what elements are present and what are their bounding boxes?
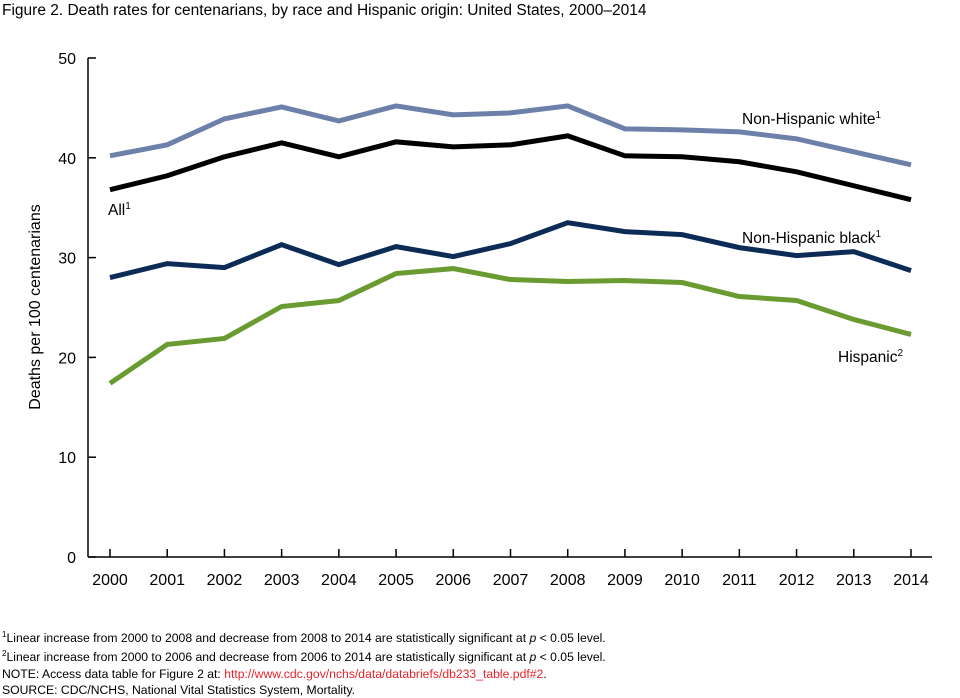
series-superscript: 2 (897, 348, 903, 359)
footnote-1: 1Linear increase from 2000 to 2008 and d… (2, 627, 606, 646)
y-axis-label: Deaths per 100 centenarians (27, 204, 44, 409)
series-line-hispanic (110, 269, 911, 384)
x-tick-label: 2013 (836, 572, 872, 589)
data-table-link[interactable]: http://www.cdc.gov/nchs/data/databriefs/… (224, 667, 543, 681)
source: SOURCE: CDC/NCHS, National Vital Statist… (2, 682, 606, 698)
footnote-text: Linear increase from 2000 to 2006 and de… (6, 650, 529, 664)
x-tick-label: 2000 (92, 572, 128, 589)
series-superscript: 1 (125, 201, 131, 212)
x-tick-label: 2006 (435, 572, 471, 589)
x-tick-label: 2009 (607, 572, 643, 589)
x-tick-label: 2004 (321, 572, 357, 589)
series-label: Non-Hispanic black1 (742, 229, 882, 247)
note: NOTE: Access data table for Figure 2 at:… (2, 666, 606, 682)
y-tick-label: 0 (67, 550, 76, 567)
x-tick-label: 2011 (722, 572, 757, 589)
x-tick-label: 2001 (149, 572, 185, 589)
y-tick-label: 50 (58, 51, 76, 68)
series-name: Non-Hispanic white (742, 111, 876, 128)
y-tick-label: 30 (58, 251, 76, 268)
x-tick-label: 2012 (779, 572, 815, 589)
y-tick-label: 20 (58, 350, 76, 367)
note-period: . (543, 667, 546, 681)
series-name: Hispanic (838, 349, 898, 366)
y-tick-label: 10 (58, 450, 76, 467)
footnote-tail: < 0.05 level. (536, 650, 605, 664)
footnote-2: 2Linear increase from 2000 to 2006 and d… (2, 646, 606, 665)
x-tick-label: 2002 (207, 572, 243, 589)
series-label: All1 (108, 201, 131, 219)
note-text: NOTE: Access data table for Figure 2 at: (2, 667, 224, 681)
series-label: Non-Hispanic white1 (742, 110, 882, 128)
x-tick-label: 2007 (493, 572, 529, 589)
series-line-all (110, 136, 911, 200)
x-tick-label: 2008 (550, 572, 586, 589)
x-tick-label: 2010 (664, 572, 700, 589)
series-superscript: 1 (876, 229, 882, 240)
series-label: Hispanic2 (838, 348, 903, 366)
footnotes: 1Linear increase from 2000 to 2008 and d… (2, 627, 606, 698)
y-tick-label: 40 (58, 151, 76, 168)
series-name: All (108, 202, 125, 219)
line-chart: 0 10 20 30 40 50 2000 2001 2002 2003 2004 2005 2006 2… (0, 0, 960, 620)
x-tick-label: 2005 (378, 572, 414, 589)
x-tick-label: 2003 (264, 572, 300, 589)
x-tick-label: 2014 (893, 572, 929, 589)
footnote-tail: < 0.05 level. (536, 631, 605, 645)
footnote-text: Linear increase from 2000 to 2008 and de… (6, 631, 529, 645)
series-superscript: 1 (876, 110, 882, 121)
series-name: Non-Hispanic black (742, 230, 876, 247)
